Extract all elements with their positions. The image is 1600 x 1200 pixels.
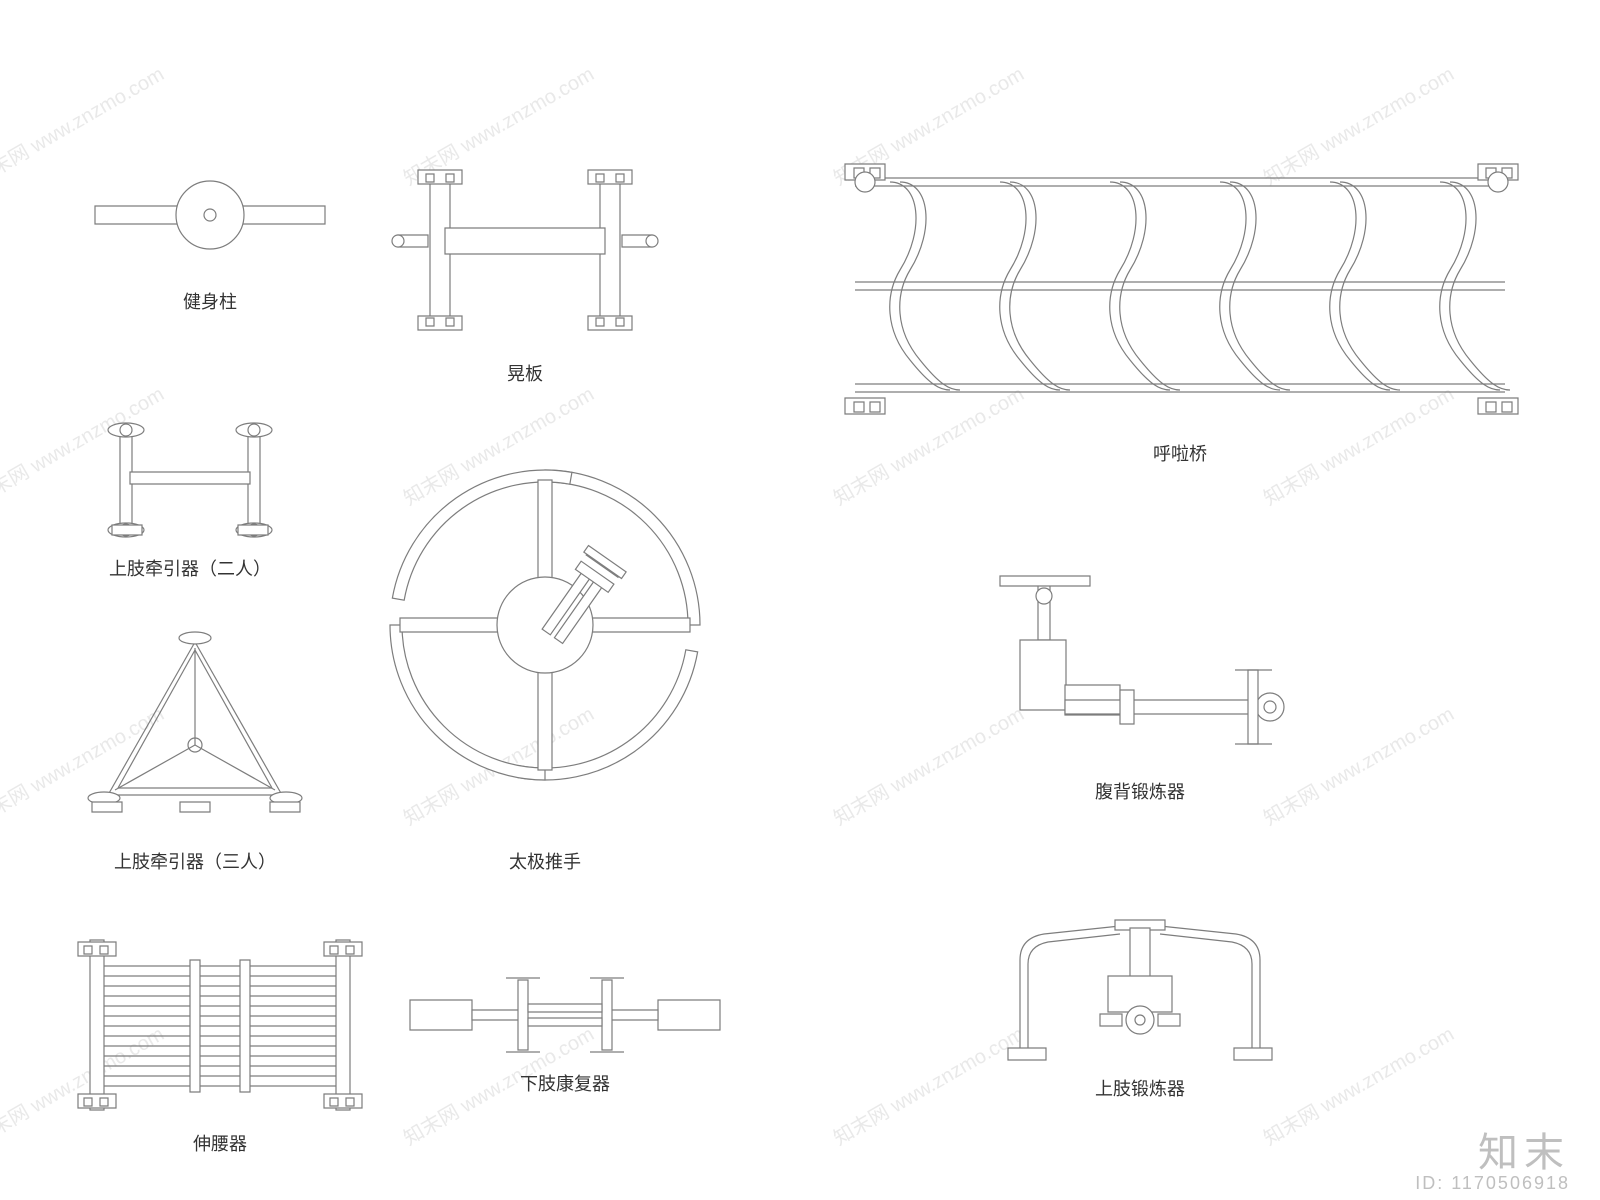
item-upper-limb-3: 上肢牵引器（三人） (80, 630, 310, 870)
label-waist-stretcher: 伸腰器 (90, 1130, 350, 1156)
brand-logo: 知末 (1478, 1120, 1570, 1178)
watermark-text: 知末网 www.znzmo.com (1257, 1018, 1458, 1151)
drawing-hula-bridge (830, 160, 1530, 420)
drawing-lower-limb-rehab (400, 970, 730, 1060)
brand-id: ID: 1170506918 (1415, 1173, 1570, 1194)
label-ab-back-trainer: 腹背锻炼器 (1010, 778, 1270, 804)
drawing-fitness-post (90, 170, 330, 260)
diagram-canvas: 知末网 www.znzmo.com知末网 www.znzmo.com知末网 ww… (0, 0, 1600, 1200)
label-lower-limb-rehab: 下肢康复器 (435, 1070, 695, 1096)
item-upper-limb-2: 上肢牵引器（二人） (90, 420, 290, 580)
drawing-upper-limb-3 (80, 630, 310, 820)
label-upper-limb-2: 上肢牵引器（二人） (60, 555, 320, 581)
label-upper-limb-trainer: 上肢锻炼器 (1010, 1075, 1270, 1101)
drawing-sway-board (390, 170, 660, 330)
item-waist-stretcher: 伸腰器 (70, 940, 370, 1150)
drawing-ab-back-trainer (980, 570, 1300, 760)
watermark-text: 知末网 www.znzmo.com (827, 1018, 1028, 1151)
label-upper-limb-3: 上肢牵引器（三人） (65, 848, 325, 874)
drawing-taichi-pusher (360, 440, 730, 810)
item-lower-limb-rehab: 下肢康复器 (400, 970, 730, 1100)
label-taichi-pusher: 太极推手 (415, 848, 675, 874)
item-hula-bridge: 呼啦桥 (830, 160, 1530, 460)
drawing-upper-limb-trainer (1000, 920, 1280, 1070)
item-taichi-pusher: 太极推手 (360, 440, 730, 870)
drawing-upper-limb-2 (90, 420, 290, 540)
item-ab-back-trainer: 腹背锻炼器 (980, 570, 1300, 800)
item-fitness-post: 健身柱 (90, 170, 330, 290)
label-sway-board: 晃板 (395, 360, 655, 386)
item-upper-limb-trainer: 上肢锻炼器 (1000, 920, 1280, 1100)
label-fitness-post: 健身柱 (80, 288, 340, 314)
item-sway-board: 晃板 (390, 170, 660, 370)
label-hula-bridge: 呼啦桥 (1050, 440, 1310, 466)
drawing-waist-stretcher (70, 940, 370, 1110)
